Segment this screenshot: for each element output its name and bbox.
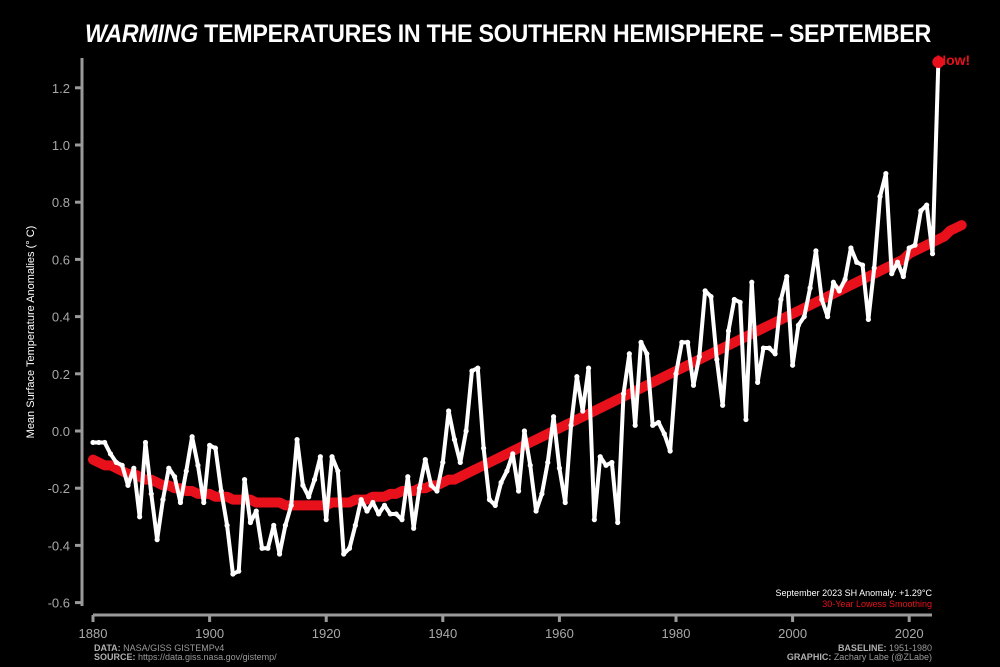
y-tick-label: 0.0 <box>52 424 70 439</box>
anomaly-points <box>90 59 941 577</box>
title-rest: TEMPERATURES IN THE SOUTHERN HEMISPHERE … <box>197 20 932 48</box>
y-tick-label: -0.2 <box>48 481 70 496</box>
footer-graphic: GRAPHIC: Zachary Labe (@ZLabe) <box>787 652 932 662</box>
axes: -0.6 -0.4 -0.2 0.0 0.2 0.4 0.6 0.8 1.0 1.2 1880 190… <box>48 58 932 641</box>
footer-source: SOURCE: https://data.giss.nasa.gov/giste… <box>94 652 277 662</box>
x-tick-label: 1940 <box>428 626 457 641</box>
y-tick-label: 0.8 <box>52 195 70 210</box>
y-tick-label: 1.2 <box>52 81 70 96</box>
chart-title: WARMING TEMPERATURES IN THE SOUTHERN HEM… <box>36 20 981 49</box>
graphic-value: Zachary Labe (@ZLabe) <box>831 652 932 662</box>
x-tick-label: 1980 <box>662 626 691 641</box>
anomaly-annotation: September 2023 SH Anomaly: +1.29°C <box>775 588 932 598</box>
baseline-label: BASELINE: <box>837 643 887 653</box>
smoothing-line <box>88 220 967 511</box>
x-tick-label: 2000 <box>778 626 807 641</box>
x-tick-label: 1960 <box>545 626 574 641</box>
baseline-value: 1951-1980 <box>886 643 932 653</box>
source-label: SOURCE: <box>94 652 136 662</box>
now-label: Now! <box>936 52 971 68</box>
graphic-label: GRAPHIC: <box>786 652 832 662</box>
data-value: NASA/GISS GISTEMPv4 <box>120 643 225 653</box>
y-tick-label: 0.4 <box>52 310 70 325</box>
y-tick-label: -0.4 <box>48 538 70 553</box>
title-emphasis: WARMING <box>84 20 198 48</box>
y-tick-label: -0.6 <box>48 596 70 611</box>
x-tick-label: 1880 <box>79 626 108 641</box>
footer-data: DATA: NASA/GISS GISTEMPv4 <box>94 643 224 653</box>
x-tick-label: 1920 <box>312 626 341 641</box>
y-tick-label: 0.2 <box>52 367 70 382</box>
y-tick-label: 0.6 <box>52 252 70 267</box>
smoothing-legend: 30-Year Lowess Smoothing <box>822 599 932 609</box>
footer-baseline: BASELINE: 1951-1980 <box>838 643 932 653</box>
source-value: https://data.giss.nasa.gov/gistemp/ <box>135 652 277 662</box>
x-tick-label: 2020 <box>895 626 924 641</box>
x-tick-label: 1900 <box>195 626 224 641</box>
data-label: DATA: <box>94 643 121 653</box>
y-tick-label: 1.0 <box>52 138 70 153</box>
now-marker <box>932 56 945 69</box>
